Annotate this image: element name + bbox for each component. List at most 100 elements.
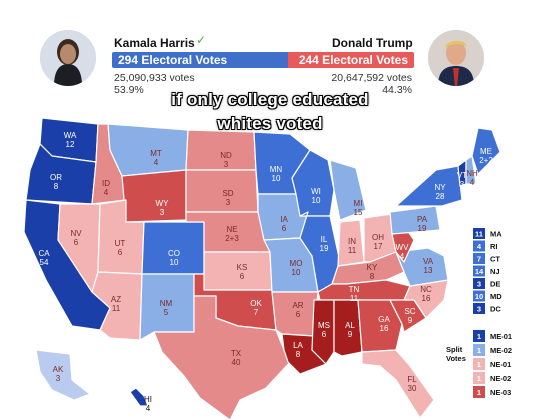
state-label-tx: TX xyxy=(231,349,242,358)
state-ev-ia: 6 xyxy=(282,224,287,233)
state-label-wy: WY xyxy=(156,199,170,208)
split-votes-label: Split xyxy=(446,345,463,354)
state-label-vt: VT xyxy=(457,171,467,180)
state-nd[interactable] xyxy=(185,129,257,171)
state-ev-hi: 4 xyxy=(146,404,151,413)
state-label-tn: TN xyxy=(349,285,360,294)
state-ev-tx: 40 xyxy=(232,358,241,367)
state-ev-wi: 10 xyxy=(312,196,321,205)
state-ms[interactable] xyxy=(311,299,335,365)
state-ev-ca: 54 xyxy=(40,258,49,267)
state-va[interactable] xyxy=(395,247,449,287)
state-ev-id: 4 xyxy=(104,188,109,197)
small-state-ev-ma: 11 xyxy=(475,230,483,239)
split-box-ne-03 xyxy=(473,386,485,398)
trump-avatar xyxy=(428,30,484,86)
state-label-nv: NV xyxy=(70,229,82,238)
small-state-name-md: MD xyxy=(490,292,502,301)
split-box-me-02 xyxy=(473,344,485,356)
state-label-al: AL xyxy=(345,321,355,330)
state-label-az: AZ xyxy=(111,295,121,304)
split-ev-ne-03: 1 xyxy=(477,388,481,397)
state-ev-il: 19 xyxy=(320,244,329,253)
split-votes-label-2: Votes xyxy=(446,354,466,363)
split-box-ne-01 xyxy=(473,358,485,370)
state-al[interactable] xyxy=(333,299,363,357)
harris-electoral-bar: 294 Electoral Votes xyxy=(112,52,288,68)
state-ak[interactable] xyxy=(35,349,91,401)
state-mi[interactable] xyxy=(329,159,367,221)
caption-line-1: if only college educated xyxy=(171,90,369,109)
state-hi[interactable] xyxy=(129,387,149,407)
split-box-me-01 xyxy=(473,330,485,342)
harris-popular-votes: 25,090,933 votes xyxy=(114,72,195,84)
state-label-ga: GA xyxy=(378,315,390,324)
state-tx[interactable] xyxy=(153,295,293,420)
state-pa[interactable] xyxy=(389,205,441,235)
state-ev-sd: 3 xyxy=(226,198,231,207)
harris-avatar xyxy=(40,30,96,86)
state-ny[interactable] xyxy=(395,165,463,207)
trump-percent: 44.3% xyxy=(382,84,412,96)
state-label-ny: NY xyxy=(434,183,446,192)
state-label-ok: OK xyxy=(250,299,262,308)
state-label-wv: WV xyxy=(396,243,410,252)
state-ev-co: 10 xyxy=(170,258,179,267)
small-state-box-ct xyxy=(473,253,485,264)
state-ev-me: 2+2 xyxy=(479,156,493,165)
split-ev-me-02: 1 xyxy=(477,346,481,355)
harris-name: Kamala Harris xyxy=(114,36,195,50)
small-state-box-de xyxy=(473,278,485,289)
state-ev-wv: 4 xyxy=(400,252,405,261)
state-ev-ky: 8 xyxy=(370,272,375,281)
split-name-ne-02: NE-02 xyxy=(490,374,511,383)
small-state-name-ct: CT xyxy=(490,255,500,264)
state-ev-in: 11 xyxy=(348,246,357,255)
state-ev-mi: 15 xyxy=(354,208,363,217)
split-name-ne-01: NE-01 xyxy=(490,360,511,369)
state-ev-az: 11 xyxy=(112,304,121,313)
split-ev-ne-02: 1 xyxy=(477,374,481,383)
state-label-ne: NE xyxy=(226,225,237,234)
state-label-ia: IA xyxy=(280,215,288,224)
state-label-mt: MT xyxy=(150,149,162,158)
state-label-mn: MN xyxy=(270,165,283,174)
small-state-box-ma xyxy=(473,228,485,239)
small-state-name-ma: MA xyxy=(490,230,502,239)
state-ev-ak: 3 xyxy=(56,374,61,383)
state-wi[interactable] xyxy=(291,149,335,217)
state-label-sd: SD xyxy=(222,189,233,198)
state-label-me: ME xyxy=(480,147,492,156)
state-ev-fl: 30 xyxy=(408,384,417,393)
state-label-pa: PA xyxy=(417,215,428,224)
state-ev-ks: 6 xyxy=(240,272,245,281)
state-ev-ny: 28 xyxy=(436,192,445,201)
state-ev-al: 9 xyxy=(348,330,353,339)
state-ev-nm: 5 xyxy=(164,308,169,317)
small-state-box-md xyxy=(473,290,485,302)
state-label-nm: NM xyxy=(160,299,173,308)
state-label-ms: MS xyxy=(318,321,330,330)
state-label-mi: MI xyxy=(354,199,363,208)
state-label-in: IN xyxy=(348,237,356,246)
state-nh[interactable] xyxy=(465,155,477,185)
small-state-ev-nj: 14 xyxy=(475,267,484,276)
state-ga[interactable] xyxy=(357,299,403,353)
split-name-me-02: ME-02 xyxy=(490,346,512,355)
state-ev-la: 8 xyxy=(296,350,301,359)
state-fl[interactable] xyxy=(361,349,435,419)
state-label-nh: NH xyxy=(466,169,478,178)
state-ev-tn: 11 xyxy=(350,294,359,303)
state-label-ks: KS xyxy=(237,263,248,272)
state-label-or: OR xyxy=(50,173,62,182)
small-state-ev-ri: 4 xyxy=(477,242,482,251)
small-state-ev-md: 10 xyxy=(475,292,483,301)
state-ev-or: 8 xyxy=(54,182,59,191)
state-me[interactable] xyxy=(471,127,501,175)
state-ev-pa: 19 xyxy=(418,224,427,233)
small-state-name-ri: RI xyxy=(490,242,498,251)
small-state-box-nj xyxy=(473,265,485,277)
state-wy[interactable] xyxy=(121,169,187,223)
state-ev-mt: 4 xyxy=(154,158,159,167)
state-ev-nd: 3 xyxy=(224,160,229,169)
